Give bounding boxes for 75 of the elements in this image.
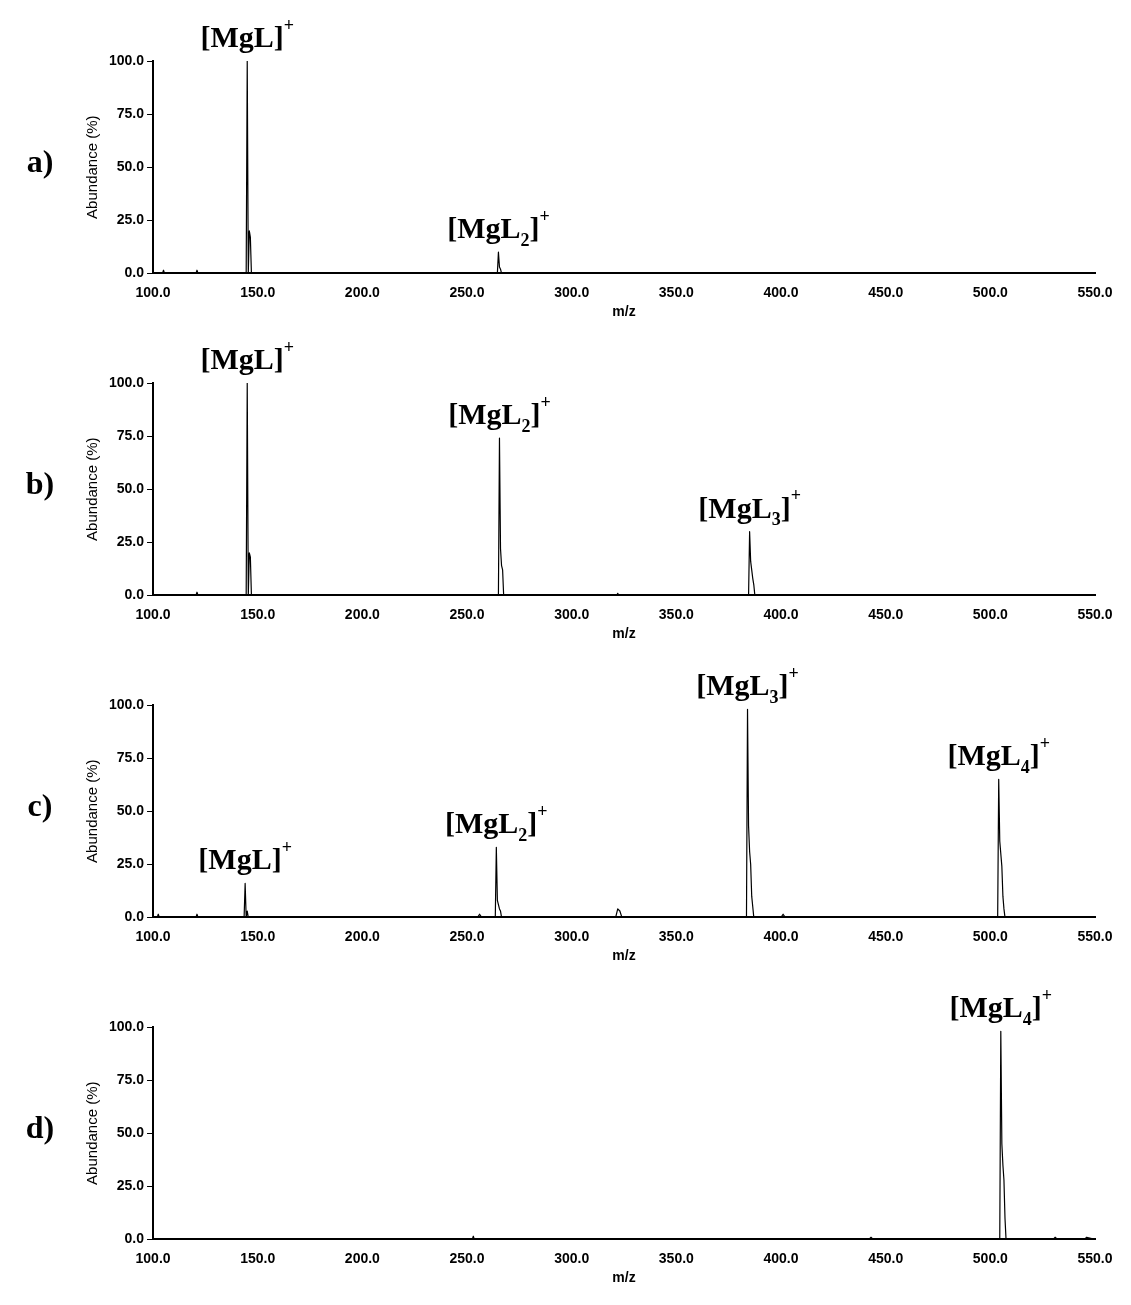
- x-tick-label: 200.0: [344, 605, 381, 622]
- y-tick-label: 25.0: [116, 211, 145, 228]
- x-tick-label: 300.0: [554, 605, 590, 622]
- x-tick-label: 550.0: [1077, 283, 1113, 300]
- text: c): [26, 786, 54, 824]
- x-tick-label: 400.0: [763, 605, 799, 622]
- text: b): [24, 464, 56, 502]
- y-tick-label: 0.0: [124, 1230, 145, 1247]
- x-tick-label: 350.0: [658, 605, 695, 622]
- x-tick-label: 450.0: [868, 1249, 904, 1266]
- y-tick-label: 50.0: [116, 480, 145, 497]
- x-axis-title: m/z: [612, 1269, 636, 1286]
- x-tick-label: 550.0: [1077, 927, 1113, 944]
- y-tick-label: 25.0: [116, 533, 145, 550]
- x-tick-label: 100.0: [135, 1249, 171, 1266]
- x-tick-label: 550.0: [1077, 605, 1113, 622]
- x-tick-label: 250.0: [449, 1249, 485, 1266]
- x-tick-label: 350.0: [658, 283, 695, 300]
- x-tick-label: 100.0: [135, 605, 171, 622]
- x-tick-label: 150.0: [240, 605, 276, 622]
- y-tick-label: 100.0: [108, 695, 145, 712]
- y-tick-label: 75.0: [116, 1070, 145, 1087]
- x-tick-label: 350.0: [658, 1249, 695, 1266]
- x-axis-title: m/z: [612, 303, 636, 320]
- y-tick-label: 75.0: [116, 426, 145, 443]
- y-tick-label: 50.0: [116, 158, 145, 175]
- x-tick-label: 150.0: [240, 1249, 276, 1266]
- y-tick-label: 100.0: [108, 51, 145, 68]
- annotation: [MgL]+: [198, 836, 292, 876]
- text: d): [24, 1108, 56, 1146]
- y-axis-title: Abundance (%): [83, 115, 101, 219]
- x-tick-label: 100.0: [135, 283, 171, 300]
- y-axis-title: Abundance (%): [83, 437, 101, 541]
- x-tick-label: 200.0: [344, 283, 381, 300]
- y-tick-label: 25.0: [116, 1177, 145, 1194]
- y-tick-label: 0.0: [124, 264, 145, 281]
- x-tick-label: 450.0: [868, 283, 904, 300]
- y-tick-label: 0.0: [124, 908, 145, 925]
- y-tick-label: 75.0: [116, 748, 145, 765]
- x-tick-label: 500.0: [972, 1249, 1009, 1266]
- x-tick-label: 550.0: [1077, 1249, 1113, 1266]
- x-tick-label: 200.0: [344, 1249, 381, 1266]
- x-tick-label: 450.0: [868, 927, 904, 944]
- x-tick-label: 150.0: [240, 283, 276, 300]
- x-tick-label: 300.0: [554, 927, 590, 944]
- x-axis-title: m/z: [612, 947, 636, 964]
- x-tick-label: 400.0: [763, 927, 799, 944]
- x-tick-label: 250.0: [449, 605, 485, 622]
- x-axis-title: m/z: [612, 625, 636, 642]
- y-tick-label: 0.0: [124, 586, 145, 603]
- x-tick-label: 100.0: [135, 927, 171, 944]
- text: a): [25, 142, 55, 180]
- x-tick-label: 350.0: [658, 927, 695, 944]
- y-tick-label: 100.0: [108, 1017, 145, 1034]
- x-tick-label: 150.0: [240, 927, 276, 944]
- y-axis-title: Abundance (%): [83, 759, 101, 863]
- x-tick-label: 500.0: [972, 283, 1009, 300]
- y-tick-label: 50.0: [116, 1124, 145, 1141]
- x-tick-label: 400.0: [763, 283, 799, 300]
- x-tick-label: 300.0: [554, 283, 590, 300]
- x-tick-label: 500.0: [972, 927, 1009, 944]
- x-tick-label: 500.0: [972, 605, 1009, 622]
- y-tick-label: 25.0: [116, 855, 145, 872]
- x-tick-label: 200.0: [344, 927, 381, 944]
- annotation: [MgL]+: [200, 14, 295, 53]
- x-tick-label: 400.0: [763, 1249, 799, 1266]
- y-tick-label: 50.0: [116, 802, 145, 819]
- y-tick-label: 75.0: [116, 104, 145, 121]
- x-tick-label: 450.0: [868, 605, 904, 622]
- y-tick-label: 100.0: [108, 373, 145, 390]
- x-tick-label: 250.0: [449, 283, 485, 300]
- x-tick-label: 300.0: [554, 1249, 590, 1266]
- y-axis-title: Abundance (%): [83, 1081, 101, 1185]
- annotation: [MgL]+: [200, 336, 295, 375]
- x-tick-label: 250.0: [449, 927, 485, 944]
